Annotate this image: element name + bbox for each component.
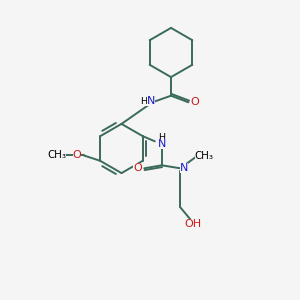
Text: N: N [147, 96, 155, 106]
Text: OH: OH [184, 219, 202, 230]
Text: CH₃: CH₃ [47, 150, 66, 160]
Text: O: O [190, 97, 200, 107]
Text: H: H [140, 97, 147, 106]
Text: H: H [158, 134, 165, 142]
Text: O: O [73, 150, 82, 161]
Text: N: N [180, 163, 188, 173]
Text: CH₃: CH₃ [195, 151, 214, 161]
Text: O: O [133, 163, 142, 173]
Text: N: N [158, 139, 166, 149]
